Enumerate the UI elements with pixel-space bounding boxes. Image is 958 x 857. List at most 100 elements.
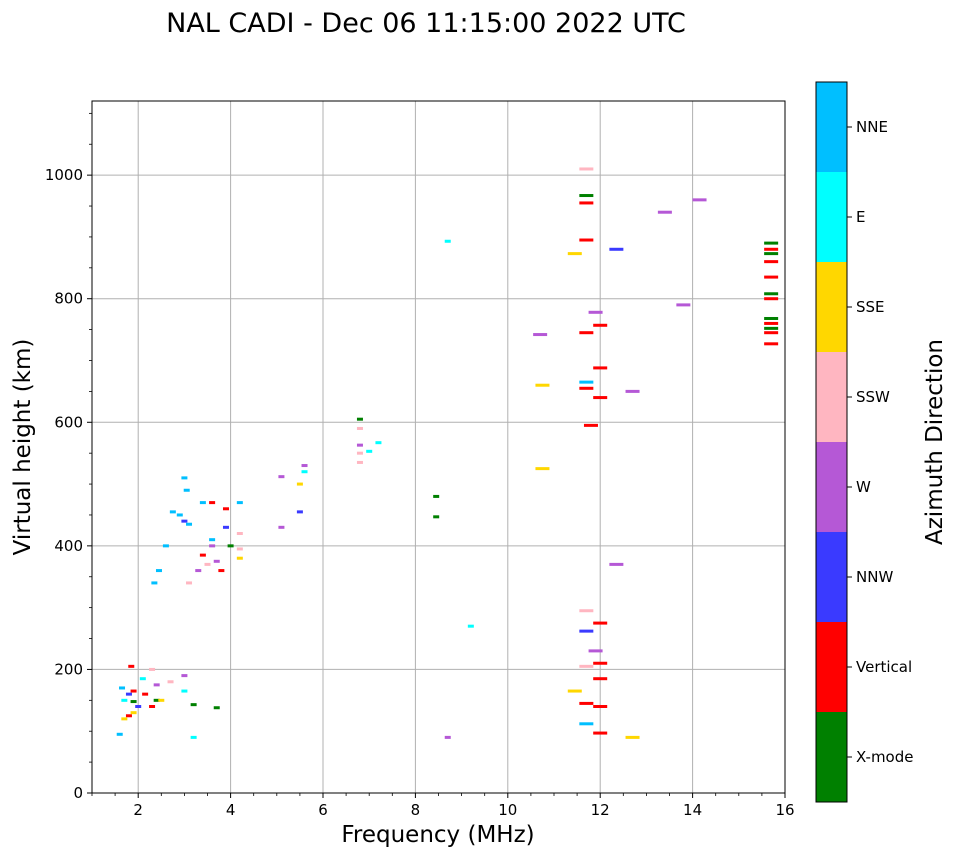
echo-point (579, 722, 594, 726)
echo-point (236, 547, 243, 551)
echo-point (433, 515, 440, 519)
echo-point (181, 674, 188, 678)
echo-point (236, 556, 243, 560)
x-tick-label: 16 (775, 801, 794, 819)
echo-point (116, 732, 123, 736)
echo-point (190, 735, 197, 739)
echo-point (433, 494, 440, 498)
echo-point (609, 562, 624, 566)
echo-point (278, 525, 285, 529)
echo-point (588, 649, 603, 653)
echo-point (625, 389, 640, 393)
colorbar-segment (816, 532, 847, 622)
colorbar-segment (816, 712, 847, 802)
echo-point (236, 532, 243, 535)
echo-point (296, 510, 303, 514)
echo-point (301, 464, 308, 468)
echo-point (593, 366, 608, 370)
echo-point (764, 247, 779, 251)
echo-point (764, 331, 779, 335)
echo-point (593, 661, 608, 665)
colorbar-label: Azimuth Direction (922, 339, 948, 545)
echo-point (593, 396, 608, 400)
echo-point (167, 680, 174, 684)
echo-point (121, 698, 128, 702)
colorbar-segment (816, 442, 847, 532)
echo-point (356, 426, 363, 430)
colorbar-tick-label: SSE (856, 298, 885, 316)
x-tick-label: 2 (133, 801, 143, 819)
echo-point (579, 194, 594, 198)
echo-point (183, 488, 190, 492)
echo-point (125, 714, 132, 718)
echo-point (535, 467, 550, 471)
echo-point (625, 735, 640, 739)
echo-point (153, 683, 160, 687)
x-tick-label: 6 (318, 801, 328, 819)
colorbar-segment (816, 82, 847, 172)
echo-point (593, 677, 608, 681)
echo-point (609, 247, 624, 251)
echo-point (764, 342, 779, 346)
data-points (116, 167, 779, 739)
echo-point (130, 689, 137, 693)
y-tick-label: 400 (54, 537, 83, 555)
echo-point (356, 443, 363, 447)
echo-point (301, 470, 308, 474)
colorbar-tick-label: X-mode (856, 748, 913, 766)
echo-point (227, 544, 234, 548)
echo-point (764, 260, 779, 264)
colorbar-frame (815, 81, 848, 803)
echo-point (579, 386, 594, 390)
echo-point (579, 380, 594, 384)
colorbar: X-mode Vertical NNW W SSW SSE E NNE (815, 81, 913, 803)
echo-point (209, 544, 216, 548)
y-tick-label: 0 (73, 784, 83, 802)
echo-point (209, 501, 216, 505)
colorbar-tick-label: SSW (856, 388, 890, 406)
echo-point (764, 275, 779, 279)
echo-point (583, 423, 598, 427)
echo-point (356, 417, 363, 421)
colorbar-tick-label: W (856, 478, 871, 496)
x-tick-label: 14 (683, 801, 702, 819)
echo-point (535, 383, 550, 387)
echo-point (199, 553, 206, 557)
y-tick-label: 1000 (45, 166, 83, 184)
echo-point (209, 538, 216, 542)
echo-point (579, 609, 594, 613)
colorbar-tick-label: E (856, 208, 865, 226)
echo-point (181, 476, 188, 480)
echo-point (588, 310, 603, 314)
echo-point (764, 292, 779, 296)
x-tick-label: 8 (411, 801, 421, 819)
echo-point (593, 731, 608, 735)
echo-point (176, 513, 183, 517)
colorbar-segment (816, 262, 847, 352)
y-tick-label: 600 (54, 413, 83, 431)
echo-point (296, 482, 303, 486)
y-axis-ticks: 0 200 400 600 800 1000 (45, 112, 92, 802)
echo-point (236, 501, 243, 505)
echo-point (222, 507, 229, 511)
echo-point (195, 569, 202, 573)
echo-point (764, 252, 779, 256)
echo-point (153, 698, 160, 702)
echo-point (213, 559, 220, 563)
echo-point (444, 239, 451, 243)
echo-point (676, 303, 691, 307)
echo-point (190, 703, 197, 707)
echo-point (130, 711, 137, 715)
echo-point (764, 326, 779, 330)
x-tick-label: 12 (591, 801, 610, 819)
y-axis-label: Virtual height (km) (10, 339, 36, 556)
echo-point (139, 677, 146, 681)
echo-point (593, 323, 608, 327)
echo-point (155, 569, 162, 573)
echo-point (218, 569, 225, 573)
echo-point (213, 706, 220, 710)
echo-point (222, 525, 229, 529)
colorbar-segment (816, 172, 847, 262)
echo-point (149, 667, 156, 671)
